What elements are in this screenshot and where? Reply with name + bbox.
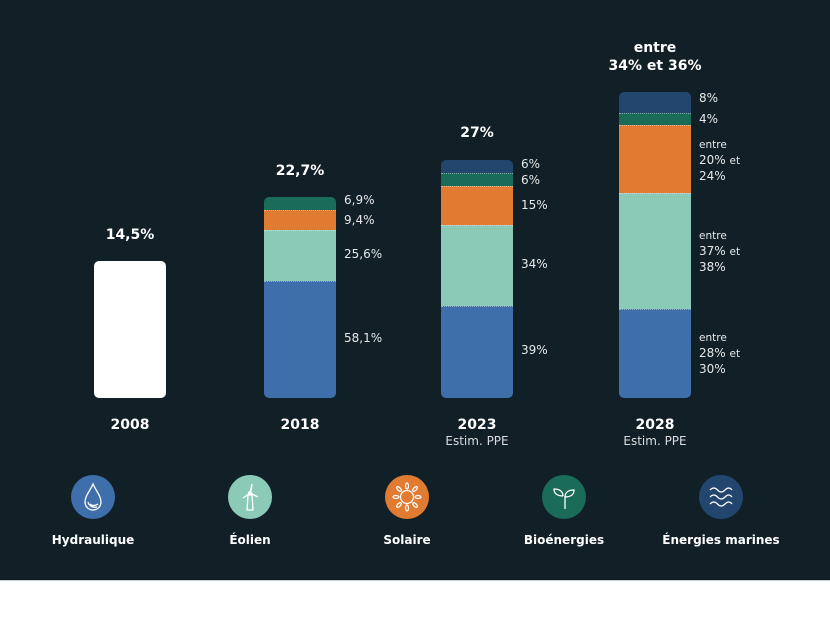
legend-label: Bioénergies <box>523 533 605 547</box>
year-2028-sublabel: Estim. PPE <box>623 434 687 448</box>
legend-solaire: Solaire <box>332 475 482 547</box>
segment-bioenergies <box>441 173 513 186</box>
label-text: et <box>729 155 741 167</box>
year-2023: 2023 <box>457 417 497 433</box>
label-text: entre <box>699 230 727 242</box>
label-text: entre <box>699 332 727 344</box>
label-2023-hydro: 39% <box>521 343 548 357</box>
label-text: et <box>729 246 741 258</box>
label-2023-solaire: 15% <box>521 198 548 212</box>
label-2028-hydro: entre 28% et 30% <box>699 331 740 377</box>
label-text: 38% <box>699 260 726 274</box>
segment-solaire <box>264 210 336 230</box>
segment-solaire <box>619 125 691 193</box>
legend-label: Énergies marines <box>662 533 780 547</box>
label-2028-marines: 8% <box>699 91 719 105</box>
label-text: 20% <box>699 153 726 167</box>
segment-energies-marines <box>619 92 691 113</box>
legend-bioenergies: Bioénergies <box>489 475 639 547</box>
water-drop-icon <box>71 475 115 519</box>
label-2028-bio: 4% <box>699 112 719 126</box>
label-2023-bio: 6% <box>521 173 541 187</box>
label-text: 24% <box>699 169 726 183</box>
sun-icon <box>385 475 429 519</box>
legend-label: Éolien <box>229 533 271 547</box>
legend-label: Hydraulique <box>51 533 135 547</box>
bar-2023 <box>441 160 513 398</box>
label-text: 30% <box>699 362 726 376</box>
label-2018-solaire: 9,4% <box>344 213 375 227</box>
year-2018: 2018 <box>280 417 320 433</box>
legend-eolien: Éolien <box>175 475 325 547</box>
label-2018-hydro: 58,1% <box>344 331 383 345</box>
total-2023: 27% <box>460 125 494 141</box>
bar-2028 <box>619 92 691 398</box>
waves-icon <box>699 475 743 519</box>
year-2008: 2008 <box>110 417 150 433</box>
segment-eolien <box>264 230 336 281</box>
total-2008: 14,5% <box>105 227 155 243</box>
label-text: et <box>729 348 741 360</box>
label-2028-eolien: entre 37% et 38% <box>699 229 740 275</box>
year-2023-sublabel: Estim. PPE <box>445 434 509 448</box>
segment-bioenergies <box>264 197 336 210</box>
segment-solaire <box>441 186 513 225</box>
bar-2008 <box>94 261 166 398</box>
label-text: 37% <box>699 244 726 258</box>
segment-hydraulique <box>441 306 513 398</box>
label-2018-eolien: 25,6% <box>344 247 383 261</box>
label-2023-eolien: 34% <box>521 257 548 271</box>
bar-2018 <box>264 197 336 398</box>
segment-energies-marines <box>441 160 513 173</box>
total-2018: 22,7% <box>275 163 325 179</box>
label-2028-solaire: entre 20% et 24% <box>699 138 740 184</box>
segment-bioenergies <box>619 113 691 125</box>
segment-eolien <box>441 225 513 306</box>
label-2018-bio: 6,9% <box>344 193 375 207</box>
segment-hydraulique <box>264 281 336 398</box>
legend-energies-marines: Énergies marines <box>646 475 796 547</box>
label-text: 28% <box>699 346 726 360</box>
segment-hydraulique <box>619 309 691 398</box>
chart-panel: 14,5% 2008 22,7% 6,9% 9,4% 25,6% 58,1% 2… <box>0 0 830 581</box>
label-text: entre <box>699 139 727 151</box>
legend-label: Solaire <box>383 533 431 547</box>
total-2028-line2: 34% et 36% <box>608 58 702 74</box>
year-2028: 2028 <box>635 417 675 433</box>
total-2028-line1: entre <box>633 40 677 56</box>
legend-hydraulique: Hydraulique <box>18 475 168 547</box>
segment-eolien <box>619 193 691 309</box>
wind-turbine-icon <box>228 475 272 519</box>
sprout-icon <box>542 475 586 519</box>
label-2023-marines: 6% <box>521 157 541 171</box>
